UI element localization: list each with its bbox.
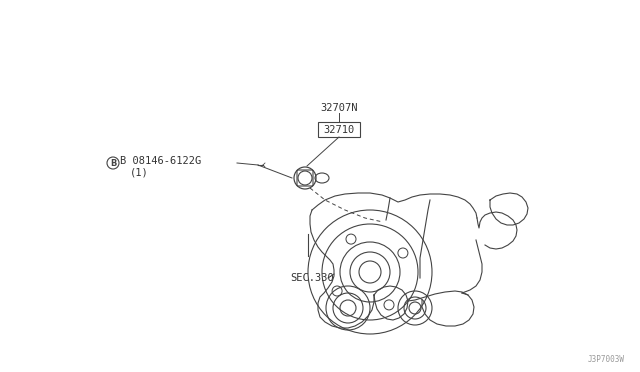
Text: J3P7003W: J3P7003W	[588, 355, 625, 364]
Text: SEC.330: SEC.330	[290, 273, 333, 283]
Text: B: B	[110, 158, 116, 167]
Text: (1): (1)	[130, 167, 148, 177]
Bar	[318, 122, 360, 137]
Text: B 08146-6122G: B 08146-6122G	[120, 156, 201, 166]
Text: 32707N: 32707N	[320, 103, 358, 113]
Text: 32710: 32710	[323, 125, 355, 135]
